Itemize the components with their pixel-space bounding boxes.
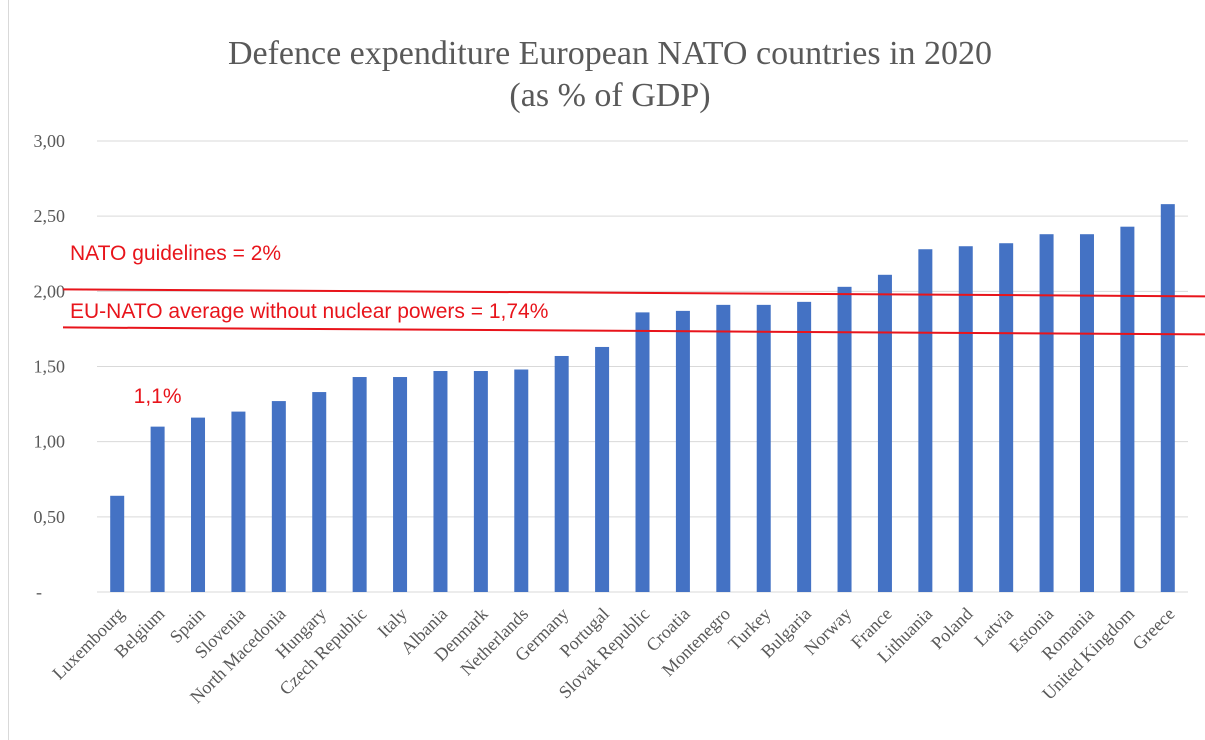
y-tick-label: 2,50 [34,206,66,226]
bar-romania [1079,234,1094,592]
y-tick-label: 1,50 [34,357,66,377]
belgium-value-label: 1,1% [134,385,182,408]
bar-lithuania [918,249,933,593]
bar-montenegro [716,304,731,592]
bar-belgium [150,426,165,592]
bars [110,204,1175,593]
frame-border [8,0,9,740]
bar-luxembourg [110,495,125,592]
bar-croatia [675,310,690,592]
x-tick-label: Poland [927,604,977,654]
bar-italy [393,377,408,592]
bar-albania [433,371,448,592]
y-tick-label: 3,00 [34,131,66,151]
bar-poland [958,246,973,592]
bar-turkey [756,304,771,592]
bar-czech-republic [352,377,367,592]
bar-united-kingdom [1120,226,1135,592]
bar-north-macedonia [271,401,286,592]
bar-germany [554,355,569,592]
bar-latvia [999,243,1014,592]
bar-greece [1160,204,1175,592]
eu-average-line [62,326,1205,336]
y-tick-label: 0,50 [34,507,66,527]
bar-slovak-republic [635,312,650,592]
y-tick-label: 1,00 [34,432,66,452]
bar-denmark [473,371,488,592]
bar-hungary [312,392,327,592]
bar-netherlands [514,369,529,592]
eu-average-label: EU-NATO average without nuclear powers =… [70,300,548,323]
bar-bulgaria [797,301,812,592]
y-tick-label: - [36,582,42,602]
y-axis-ticks: - 0,50 1,00 1,50 2,00 2,50 3,00 [34,131,66,602]
nato-guideline-label: NATO guidelines = 2% [70,242,281,265]
y-tick-label: 2,00 [34,281,66,301]
bar-slovenia [231,411,246,592]
bar-estonia [1039,234,1054,592]
bar-norway [837,286,852,592]
bar-spain [191,417,206,592]
nato-guideline-line [62,288,1205,298]
x-tick-label: Greece [1128,604,1178,654]
chart-subtitle: (as % of GDP) [509,77,710,114]
bar-portugal [595,346,610,592]
bar-france [877,274,892,592]
chart-title: Defence expenditure European NATO countr… [228,35,992,72]
